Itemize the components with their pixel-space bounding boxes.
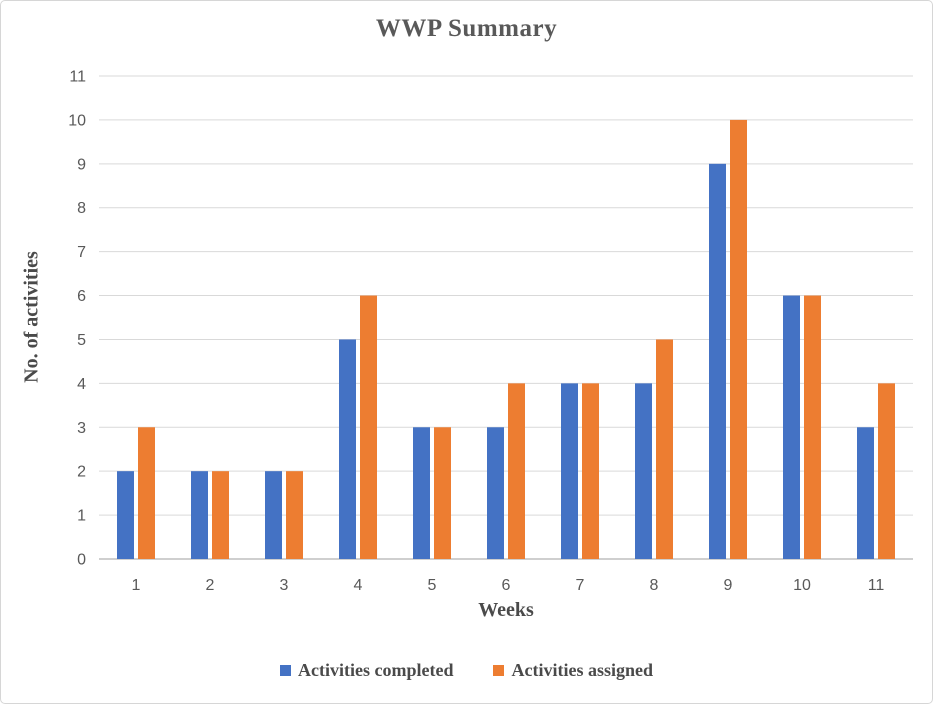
bar-activities-assigned-week-1 <box>138 427 155 559</box>
y-tick-label-7: 7 <box>77 244 86 261</box>
bar-activities-assigned-week-6 <box>508 383 525 559</box>
x-axis-title: Weeks <box>478 599 534 621</box>
y-tick-label-11: 11 <box>69 69 86 86</box>
bar-activities-completed-week-5 <box>413 427 430 559</box>
y-tick-label-10: 10 <box>68 112 86 129</box>
bar-activities-assigned-week-4 <box>360 295 377 559</box>
y-tick-label-1: 1 <box>77 508 86 525</box>
x-tick-label-11: 11 <box>868 577 885 594</box>
y-tick-label-6: 6 <box>77 288 86 305</box>
bar-activities-assigned-week-7 <box>582 383 599 559</box>
x-tick-label-8: 8 <box>650 577 659 594</box>
legend: Activities completed Activities assigned <box>1 660 932 681</box>
bar-activities-completed-week-4 <box>339 339 356 559</box>
y-tick-label-8: 8 <box>77 200 86 217</box>
legend-item-activities-completed: Activities completed <box>280 660 453 681</box>
x-tick-label-5: 5 <box>428 577 437 594</box>
bar-activities-assigned-week-2 <box>212 471 229 559</box>
legend-item-activities-assigned: Activities assigned <box>493 660 653 681</box>
bar-activities-completed-week-3 <box>265 471 282 559</box>
x-tick-label-10: 10 <box>793 577 811 594</box>
y-axis-title: No. of activities <box>20 251 43 383</box>
x-tick-label-9: 9 <box>724 577 733 594</box>
y-tick-label-0: 0 <box>77 552 86 569</box>
x-tick-label-2: 2 <box>206 577 215 594</box>
bar-activities-assigned-week-8 <box>656 339 673 559</box>
bar-activities-completed-week-7 <box>561 383 578 559</box>
bar-activities-completed-week-6 <box>487 427 504 559</box>
legend-label-activities-assigned: Activities assigned <box>511 660 653 680</box>
y-tick-label-3: 3 <box>77 420 86 437</box>
y-tick-label-9: 9 <box>77 156 86 173</box>
y-tick-label-2: 2 <box>77 464 86 481</box>
bar-activities-assigned-week-3 <box>286 471 303 559</box>
x-tick-label-3: 3 <box>280 577 289 594</box>
bar-activities-assigned-week-11 <box>878 383 895 559</box>
bar-activities-assigned-week-9 <box>730 119 747 559</box>
bar-activities-completed-week-8 <box>635 383 652 559</box>
bar-activities-completed-week-11 <box>857 427 874 559</box>
legend-label-activities-completed: Activities completed <box>298 660 454 680</box>
legend-swatch-activities-assigned-icon <box>493 665 505 676</box>
bar-activities-assigned-week-5 <box>434 427 451 559</box>
bar-activities-assigned-week-10 <box>804 295 821 559</box>
y-tick-label-5: 5 <box>77 332 86 349</box>
x-tick-label-6: 6 <box>502 577 511 594</box>
y-tick-label-4: 4 <box>77 376 86 393</box>
bar-activities-completed-week-1 <box>117 471 134 559</box>
legend-swatch-activities-completed-icon <box>280 665 292 676</box>
x-tick-label-1: 1 <box>132 577 141 594</box>
chart-title: WWP Summary <box>375 15 558 42</box>
bar-activities-completed-week-10 <box>783 295 800 559</box>
bar-activities-completed-week-2 <box>191 471 208 559</box>
bar-activities-completed-week-9 <box>709 163 726 559</box>
x-tick-label-4: 4 <box>354 577 363 594</box>
x-tick-label-7: 7 <box>576 577 585 594</box>
